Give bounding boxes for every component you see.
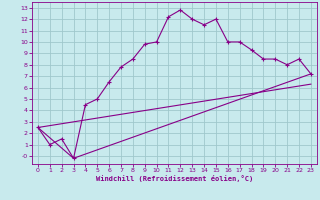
X-axis label: Windchill (Refroidissement éolien,°C): Windchill (Refroidissement éolien,°C) <box>96 175 253 182</box>
